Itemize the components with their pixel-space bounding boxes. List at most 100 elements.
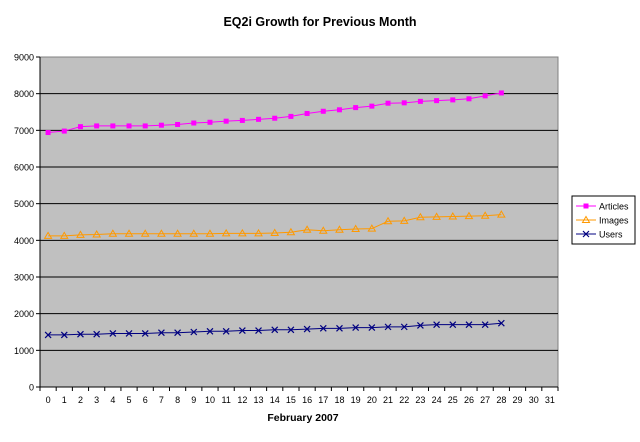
data-point-users [400,323,408,331]
x-tick-label: 4 [110,395,115,405]
data-point-images [335,225,344,233]
data-point-users [465,321,473,329]
data-point-images [286,227,296,236]
data-point-articles [417,98,423,104]
data-point-articles [239,117,245,123]
data-point-images [140,229,150,237]
grid-lines [40,93,558,351]
data-point-users [77,330,84,338]
data-point-articles [94,123,100,129]
data-point-articles [353,105,359,111]
data-point-images [221,228,231,237]
data-point-articles [191,120,197,126]
data-point-images [205,229,215,237]
data-point-articles [256,116,262,122]
data-point-images [302,225,312,233]
data-point-articles [288,113,294,119]
series-users [44,319,505,339]
data-point-images [237,228,247,237]
x-tick-label: 15 [286,395,296,405]
data-point-users [109,330,117,337]
data-point-images [383,216,393,225]
series-articles [45,90,504,136]
data-point-users [125,330,133,337]
data-point-users [336,324,343,332]
data-point-users [93,330,101,338]
x-tick-label: 13 [254,395,264,405]
data-point-images [76,230,85,238]
data-point-articles [482,93,488,99]
chart-title: EQ2i Growth for Previous Month [223,15,416,29]
y-tick-label: 9000 [14,53,34,63]
legend-label: Images [599,216,629,226]
x-tick-label: 30 [529,395,539,405]
data-point-articles [110,123,116,129]
legend-item-images: Images [576,216,629,226]
data-point-users [222,327,230,335]
data-point-users [141,330,149,337]
x-tick-label: 5 [127,395,132,405]
data-point-articles [272,115,278,121]
data-point-users [255,327,262,334]
x-tick-label: 27 [480,395,490,405]
data-point-images [92,229,102,238]
data-point-articles [223,118,229,124]
data-point-articles [126,123,132,129]
data-point-users [368,324,376,332]
data-point-users [433,321,441,329]
data-point-users [384,323,392,331]
data-point-users [238,327,246,334]
x-tick-label: 19 [351,395,361,405]
legend-item-articles: Articles [576,202,629,212]
x-tick-label: 6 [143,395,148,405]
data-point-articles [336,107,342,113]
y-tick-label: 0 [29,383,34,393]
data-point-users [174,329,182,337]
data-point-images [351,224,361,232]
x-tick-label: 10 [205,395,215,405]
data-point-images [416,212,425,221]
x-tick-label: 23 [415,395,425,405]
x-tick-label: 29 [513,395,523,405]
x-tick-label: 7 [159,395,164,405]
legend-label: Users [599,230,623,240]
data-point-images [43,231,53,239]
legend-item-users: Users [576,230,623,240]
x-axis-label: February 2007 [267,412,338,424]
data-point-images [367,224,377,232]
x-tick-label: 8 [175,395,180,405]
data-point-articles [142,123,148,129]
series-images [43,210,506,239]
x-tick-label: 17 [318,395,328,405]
x-tick-label: 9 [191,395,196,405]
x-tick-label: 12 [237,395,247,405]
y-tick-label: 3000 [14,273,34,283]
x-tick-label: 11 [221,395,230,405]
legend-label: Articles [599,202,629,212]
y-tick-label: 1000 [14,346,34,356]
data-point-images [270,228,280,236]
legend-marker [582,230,590,238]
data-point-articles [175,121,181,127]
x-tick-label: 26 [464,395,474,405]
x-tick-label: 16 [302,395,312,405]
data-point-images [189,229,199,237]
y-tick-label: 7000 [14,126,34,136]
series-group [43,90,506,339]
data-point-articles [158,122,164,128]
data-point-articles [61,128,67,134]
data-point-images [480,211,490,219]
x-tick-label: 20 [367,395,377,405]
data-point-articles [77,124,83,130]
data-point-articles [385,100,391,106]
x-tick-label: 3 [94,395,99,405]
data-point-images [173,229,182,237]
x-tick-label: 2 [78,395,83,405]
data-point-articles [401,100,407,106]
x-tick-label: 31 [545,395,555,405]
data-point-users [303,325,311,333]
series-line-images [48,214,502,237]
data-point-images [59,231,69,239]
